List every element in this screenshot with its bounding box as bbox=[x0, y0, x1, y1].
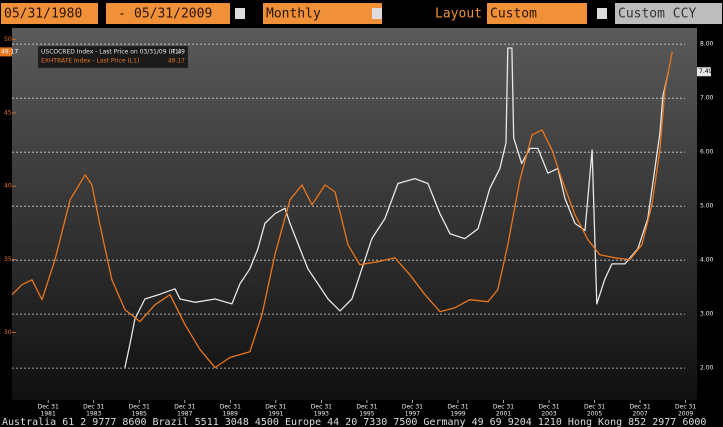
legend-value: 49.17 bbox=[168, 58, 185, 65]
x-tick-sublabel: 2009 bbox=[678, 411, 693, 418]
y2-tick-label: 3.00 bbox=[700, 311, 714, 318]
x-tick-label: Dec 31 bbox=[493, 404, 514, 411]
x-tick-sublabel: 1993 bbox=[314, 411, 329, 418]
legend-value: 7.49 bbox=[172, 49, 186, 56]
x-tick-sublabel: 2001 bbox=[496, 411, 511, 418]
y-tick-label: 35 bbox=[4, 256, 12, 263]
y2-tick-label: 6.00 bbox=[700, 149, 714, 156]
x-tick-label: Dec 31 bbox=[675, 404, 696, 411]
last-price-tag bbox=[0, 47, 12, 57]
x-tick-label: Dec 31 bbox=[265, 404, 286, 411]
last-price-label: 49.17 bbox=[1, 48, 18, 55]
x-tick-label: Dec 31 bbox=[584, 404, 605, 411]
period[interactable]: Monthly bbox=[266, 7, 321, 22]
y-tick-label: 45 bbox=[4, 109, 12, 116]
x-tick-label: Dec 31 bbox=[311, 404, 332, 411]
x-tick-label: Dec 31 bbox=[447, 404, 468, 411]
x-tick-sublabel: 2005 bbox=[587, 411, 602, 418]
separator: - bbox=[118, 7, 126, 22]
last-price-tag bbox=[697, 67, 711, 77]
x-tick-label: Dec 31 bbox=[38, 404, 59, 411]
last-price-label: 7.49 bbox=[699, 68, 713, 75]
x-tick-label: Dec 31 bbox=[538, 404, 559, 411]
x-tick-label: Dec 31 bbox=[83, 404, 104, 411]
x-tick-sublabel: 1985 bbox=[132, 411, 147, 418]
field[interactable] bbox=[1, 3, 98, 24]
currency[interactable]: Custom CCY bbox=[618, 7, 696, 22]
x-tick-sublabel: 2007 bbox=[632, 411, 647, 418]
checkbox[interactable] bbox=[597, 8, 607, 19]
y2-tick-label: 2.00 bbox=[700, 365, 714, 372]
y2-tick-label: 5.00 bbox=[700, 203, 714, 210]
checkbox[interactable] bbox=[235, 8, 245, 19]
plot-area bbox=[12, 28, 697, 400]
x-tick-sublabel: 2003 bbox=[541, 411, 556, 418]
y2-tick-label: 8.00 bbox=[700, 41, 714, 48]
legend-label: USCOCRED Index - Last Price on 03/31/09 … bbox=[41, 49, 181, 56]
field[interactable] bbox=[106, 3, 230, 24]
y2-tick-label: 7.00 bbox=[700, 95, 714, 102]
x-tick-sublabel: 1987 bbox=[177, 411, 192, 418]
x-tick-sublabel: 1999 bbox=[450, 411, 465, 418]
x-tick-sublabel: 1995 bbox=[359, 411, 374, 418]
layout-label: Layout bbox=[435, 7, 482, 22]
x-tick-label: Dec 31 bbox=[174, 404, 195, 411]
legend-label: EXHTRATE Index - Last Price (L1) bbox=[41, 58, 139, 65]
x-tick-sublabel: 1983 bbox=[86, 411, 101, 418]
legend bbox=[37, 45, 189, 69]
field[interactable] bbox=[615, 3, 722, 24]
x-tick-sublabel: 1991 bbox=[268, 411, 283, 418]
x-tick-sublabel: 1997 bbox=[405, 411, 420, 418]
x-tick-sublabel: 1989 bbox=[223, 411, 238, 418]
x-tick-label: Dec 31 bbox=[630, 404, 651, 411]
field[interactable] bbox=[487, 3, 587, 24]
x-tick-label: Dec 31 bbox=[220, 404, 241, 411]
series-line bbox=[124, 47, 670, 368]
y-tick-label: 40 bbox=[4, 183, 12, 190]
checkbox[interactable] bbox=[372, 8, 382, 19]
y-tick-label: 50 bbox=[4, 36, 12, 43]
x-tick-label: Dec 31 bbox=[129, 404, 150, 411]
y-tick-label: 30 bbox=[4, 329, 12, 336]
footer: Australia 61 2 9777 8600 Brazil 5511 304… bbox=[2, 417, 706, 427]
end-date[interactable]: 05/31/2009 bbox=[134, 7, 212, 22]
field[interactable] bbox=[263, 3, 382, 24]
start-date[interactable]: 05/31/1980 bbox=[4, 7, 82, 22]
layout[interactable]: Custom bbox=[490, 7, 537, 22]
series-line bbox=[11, 51, 673, 369]
x-tick-sublabel: 1981 bbox=[41, 411, 56, 418]
y2-tick-label: 4.00 bbox=[700, 257, 714, 264]
x-tick-label: Dec 31 bbox=[356, 404, 377, 411]
x-tick-label: Dec 31 bbox=[402, 404, 423, 411]
